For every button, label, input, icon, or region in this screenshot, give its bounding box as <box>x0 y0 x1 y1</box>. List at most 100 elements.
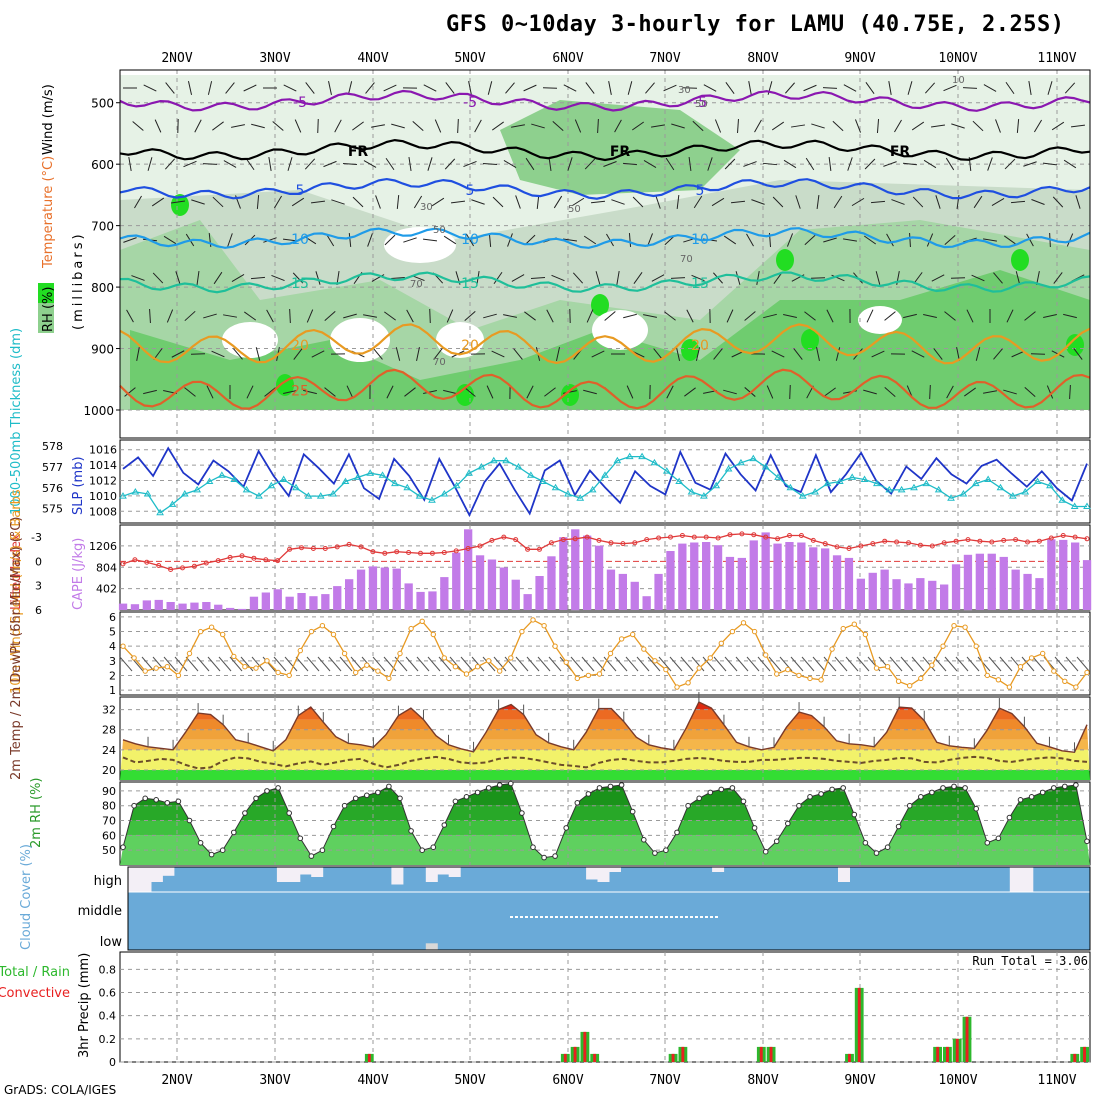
wind-barb <box>812 656 826 672</box>
rh-marker <box>729 785 736 791</box>
wind-barb <box>603 161 617 167</box>
isotherm-line <box>119 89 1091 112</box>
wind-barb <box>991 198 1005 206</box>
wind-barb <box>507 233 513 247</box>
isotherm-line <box>119 323 1091 365</box>
wind-barb <box>771 121 785 131</box>
cape-bar <box>1071 542 1080 610</box>
isotherm-label: FR <box>610 144 631 160</box>
wind-speed-line <box>122 619 1088 689</box>
wind-barb <box>923 313 937 319</box>
cape-bar <box>809 547 818 610</box>
cape-bar <box>249 596 259 610</box>
wind-barb <box>207 656 221 672</box>
rh-marker <box>242 810 248 816</box>
wind-speed-marker <box>375 668 381 674</box>
li-marker <box>394 549 400 555</box>
date-label-bottom: 4NOV <box>357 1073 388 1088</box>
wind-barb <box>505 82 515 94</box>
wind-barb <box>933 348 943 360</box>
wind-barb <box>303 389 317 395</box>
rh-marker <box>496 782 503 788</box>
rh-marker <box>962 785 968 791</box>
wind-barb <box>283 84 297 92</box>
wind-barb <box>680 656 694 672</box>
wind-barb <box>766 385 774 399</box>
isotherm-line <box>119 138 1091 162</box>
cape-tick-label: 1206 <box>89 540 117 553</box>
wind-barb <box>183 160 197 168</box>
wind-barb <box>196 656 210 672</box>
wind-barb <box>663 84 677 92</box>
wind-barb <box>331 199 345 205</box>
li-marker <box>358 544 364 550</box>
wind-barb <box>655 195 661 209</box>
thickness-marker <box>662 467 671 474</box>
wind-barb <box>482 656 496 672</box>
wind-barb <box>608 81 612 95</box>
wind-barb <box>977 656 991 672</box>
rh-marker <box>386 783 392 790</box>
wind-speed-marker <box>297 647 303 654</box>
cloud-bar <box>586 867 599 880</box>
wind-barb <box>255 347 261 361</box>
wind-barb <box>923 159 937 169</box>
wind-barb <box>826 309 834 323</box>
wind-barb <box>218 656 232 672</box>
wind-speed-marker <box>1028 655 1035 661</box>
wind-barb <box>295 656 309 672</box>
li-marker <box>322 546 328 551</box>
wind-barb <box>206 385 214 399</box>
cape-bar <box>392 568 401 610</box>
slp-tick-label: 1008 <box>89 505 117 518</box>
rh-shade-4 <box>500 100 740 195</box>
cape-bar <box>178 603 187 610</box>
ylabel-thickness: 1000-500mb Thickness (dm) <box>9 328 24 515</box>
wind-barb <box>460 656 474 672</box>
thickness-marker <box>341 477 350 485</box>
wind-barb <box>669 656 683 672</box>
wind-barb <box>583 235 597 245</box>
isotherm-label: 5 <box>696 183 705 199</box>
wind-barb <box>922 656 936 672</box>
rh-tick-label: 60 <box>102 829 116 842</box>
li-marker <box>227 554 233 560</box>
cape-bar <box>487 559 497 610</box>
cape-bar <box>880 569 889 610</box>
wind-barb <box>1063 159 1077 169</box>
wind-barb <box>735 656 749 672</box>
date-label-top: 6NOV <box>552 51 583 66</box>
rh-marker <box>286 810 293 816</box>
cloud-bar <box>425 867 438 882</box>
wind-barb <box>1015 271 1021 285</box>
wind-speed-marker <box>541 623 547 629</box>
wind-barb <box>888 81 892 95</box>
wind-barb <box>944 656 958 672</box>
wind-barb <box>143 389 157 395</box>
rh-marker <box>120 844 126 851</box>
wind-barb <box>227 233 233 247</box>
wind-barb <box>240 656 254 672</box>
wind-speed-marker <box>319 623 326 629</box>
li-marker <box>798 533 804 538</box>
rh-marker <box>785 820 791 827</box>
precip-bar-convective <box>759 1046 763 1062</box>
wind-barb <box>390 277 406 279</box>
rh-marker <box>1017 797 1024 803</box>
wind-barb <box>1065 656 1079 672</box>
wind-barb <box>429 308 431 324</box>
cloud-level-label: high <box>94 874 122 889</box>
date-label-top: 11NOV <box>1037 51 1076 66</box>
wind-barb <box>688 156 692 172</box>
rh-marker <box>430 844 437 851</box>
wind-speed-marker <box>696 665 702 671</box>
thickness-marker <box>156 508 164 516</box>
wind-speed-marker <box>530 617 536 623</box>
wind-barb <box>626 385 634 399</box>
cape-bar <box>737 557 746 610</box>
wind-barb <box>450 200 466 204</box>
thickness-marker <box>1008 492 1017 499</box>
rh-marker <box>940 785 946 791</box>
wind-barb <box>743 161 757 167</box>
wind-barb <box>884 311 896 321</box>
